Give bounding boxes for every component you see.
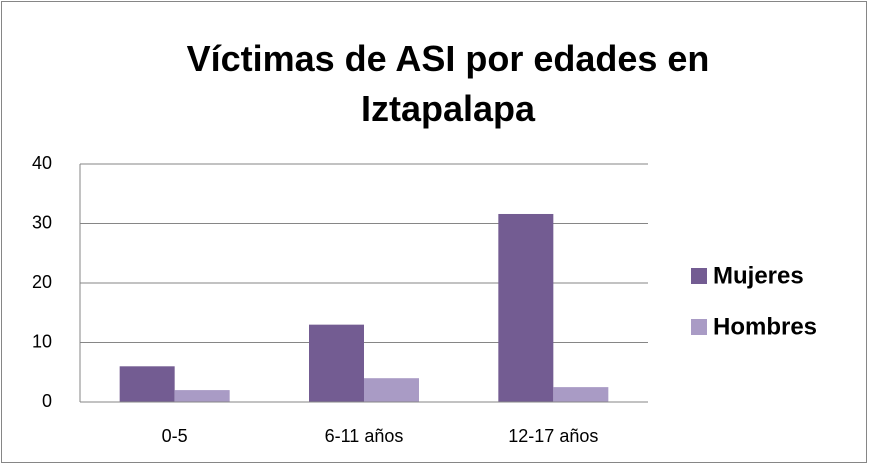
bar <box>119 366 175 402</box>
bar <box>553 387 609 402</box>
legend-swatch <box>691 319 707 335</box>
bar <box>309 324 364 402</box>
x-tick-label: 12-17 años <box>508 426 598 446</box>
bar <box>174 390 230 402</box>
x-tick-label: 6-11 años <box>325 426 404 446</box>
legend-label: Mujeres <box>713 262 804 289</box>
chart-title: Víctimas de ASI por edades en Iztapalapa <box>186 38 710 129</box>
y-tick-label: 40 <box>32 153 52 173</box>
bar <box>364 378 419 402</box>
legend-swatch <box>691 268 707 284</box>
y-tick-label: 20 <box>32 272 52 292</box>
y-tick-label: 0 <box>42 391 52 411</box>
x-tick-label: 0-5 <box>162 426 188 446</box>
y-tick-label: 10 <box>32 331 52 351</box>
bar <box>498 213 554 402</box>
legend-label: Hombres <box>713 313 817 340</box>
y-tick-label: 30 <box>32 212 52 232</box>
